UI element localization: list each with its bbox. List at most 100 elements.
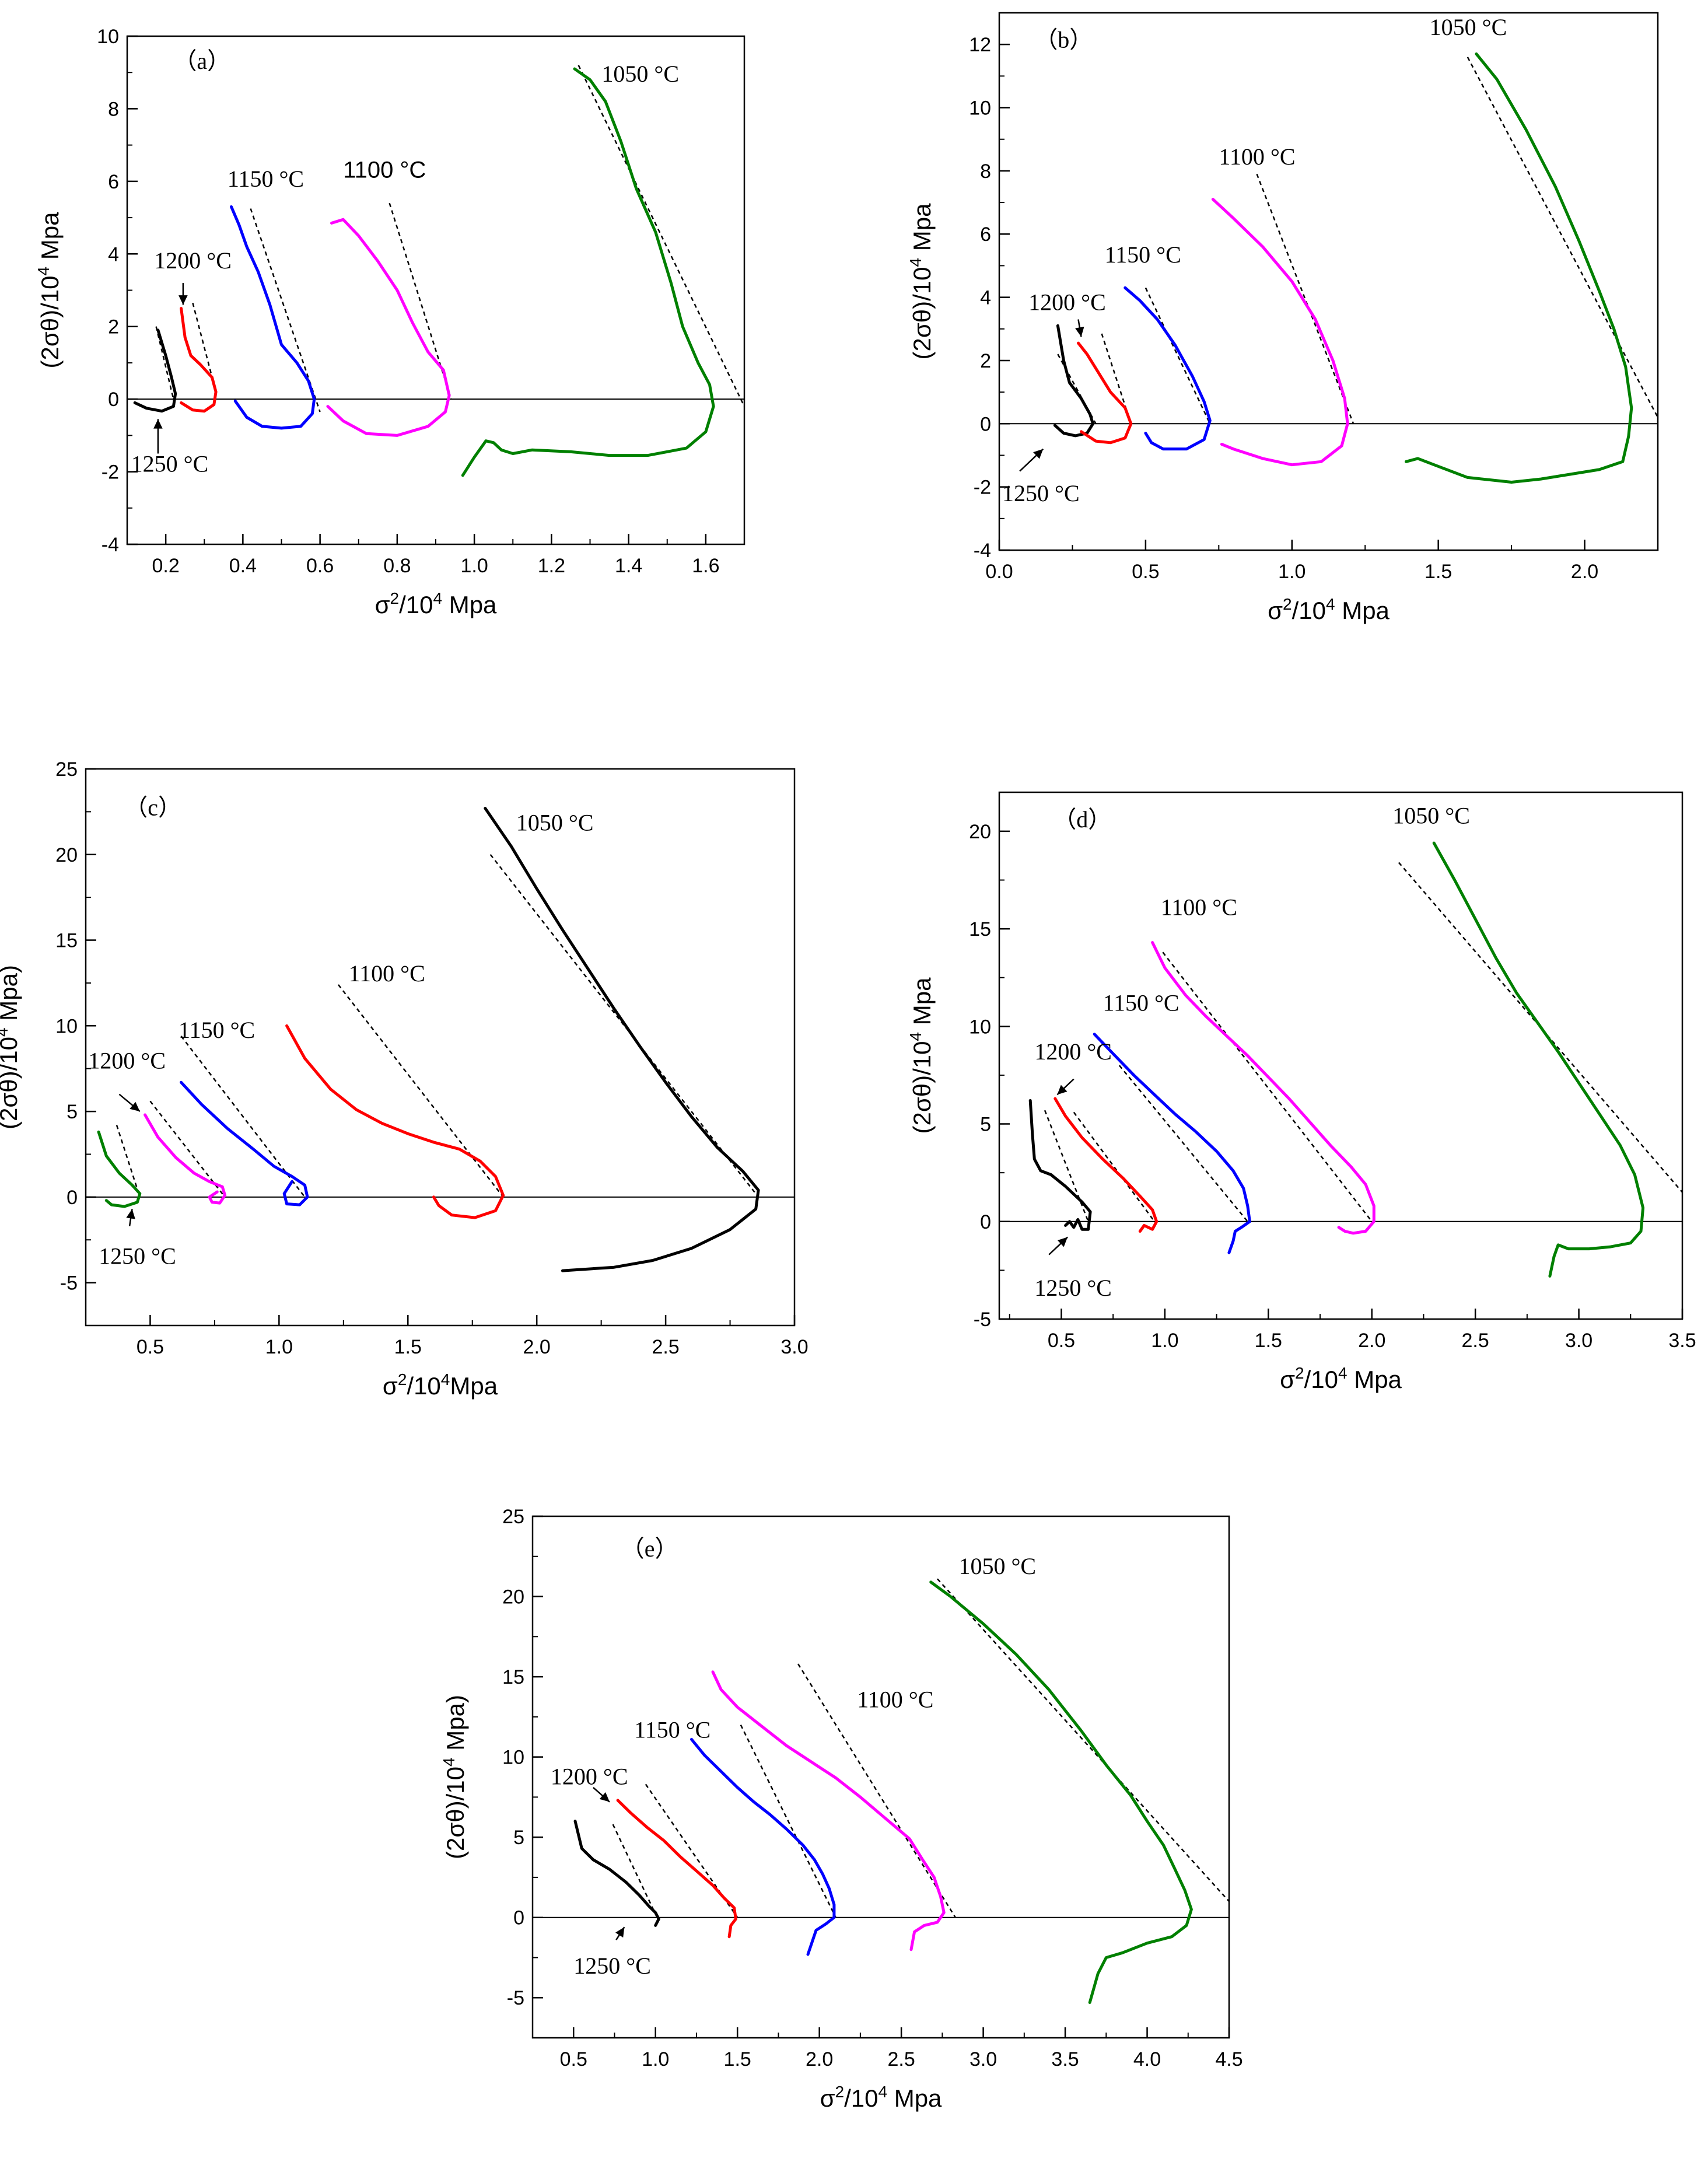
series-line-1250cc [1053,324,1095,438]
panel-label: （d） [1053,806,1111,833]
temperature-label-1050cc: 1050 °C [516,810,594,836]
temperature-label-1200cc: 1200 °C [1028,289,1106,315]
x-tick-label: 0.6 [306,555,334,577]
tangent-dashed-line [578,65,746,407]
plot-frame [126,35,746,545]
y-axis-title: (2σθ)/104 Mpa [907,203,936,360]
series-line-1200cc [1077,341,1133,445]
x-tick-label: 1.0 [460,555,488,577]
temperature-label-1100cc: 1100 °C [1161,894,1237,921]
x-tick-label: 1.5 [724,2048,751,2070]
y-tick-label: 6 [108,171,119,193]
temperature-label-1050cc: 1050 °C [601,61,679,87]
pointer-arrow-head [1033,449,1044,459]
panel-b: 0.0 0.5 1.0 1.5 2.0 -4 -2 0 2 4 6 8 10 12 σ2/104 Mpa (2… [907,12,1659,624]
x-tick-label: 2.5 [652,1336,679,1358]
y-axis-title: (2σθ)/104 Mpa [34,212,64,369]
y-tick-label: 2 [980,350,991,372]
tangent-dashed-line [1162,952,1373,1222]
x-tick-label: 2.0 [806,2048,833,2070]
series-line-1250cc [133,328,177,413]
series-line-1200cc [180,307,218,413]
temperature-label-1050cc: 1050 °C [1430,14,1507,40]
plot-frame [998,791,1684,1320]
y-tick-label: 20 [502,1586,524,1608]
y-tick-label: 12 [969,34,991,56]
series-line-1250cc [573,1820,660,1927]
temperature-label-1250cc: 1250 °C [131,451,209,477]
pointer-arrow-head [178,295,188,305]
y-tick-label: 2 [108,316,119,338]
x-tick-label: 0.5 [560,2048,587,2070]
tangent-dashed-line [936,1578,1230,1902]
temperature-label-1200cc: 1200 °C [1034,1038,1112,1065]
temperature-label-1050cc: 1050 °C [958,1553,1036,1579]
series-line-1150cc [230,205,316,430]
y-tick-label: 8 [108,98,119,120]
pointer-arrow-head [153,419,163,429]
tangent-dashed-line [1144,287,1211,424]
y-tick-label: 0 [980,413,991,435]
panel-label: （c） [124,794,181,820]
x-tick-label: 0.5 [1048,1330,1075,1352]
tangent-dashed-line [1118,1065,1248,1222]
x-tick-label: 0.5 [1132,561,1159,583]
series-line-1050cc [1432,841,1645,1278]
y-tick-label: 15 [969,918,991,940]
pointer-arrow-head [1057,1085,1068,1095]
x-tick-label: 3.0 [780,1336,808,1358]
x-axis-title: σ2/104 Mpa [1268,595,1390,624]
x-tick-label: 0.8 [383,555,411,577]
temperature-label-1150cc: 1150 °C [634,1717,710,1743]
y-tick-label: -5 [507,1987,524,2009]
tangent-dashed-line [1256,173,1354,424]
x-tick-label: 1.4 [615,555,642,577]
temperature-label-1100cc: 1100 °C [1219,144,1295,170]
tangent-dashed-line [612,1824,658,1918]
tangent-dashed-line [1466,57,1659,418]
x-tick-label: 2.5 [1462,1330,1489,1352]
tangent-dashed-line [337,984,504,1198]
x-tick-label: 1.5 [394,1336,422,1358]
series-line-1150cc [180,1080,309,1206]
y-tick-label: -5 [974,1309,991,1331]
series-line-1250cc [1028,1099,1092,1231]
y-tick-label: 5 [980,1114,991,1136]
x-axis-title: σ2/104 Mpa [1280,1364,1402,1393]
x-tick-label: 3.5 [1668,1330,1696,1352]
temperature-label-1200cc: 1200 °C [154,247,232,274]
x-tick-label: 0.4 [229,555,257,577]
y-tick-label: -5 [60,1272,78,1295]
y-tick-label: -2 [974,477,991,499]
x-tick-label: 3.5 [1051,2048,1079,2070]
plot-frame [85,768,796,1327]
series-line-1200cc [616,1799,737,1939]
x-tick-label: 1.0 [1151,1330,1178,1352]
y-tick-label: -4 [102,534,119,556]
temperature-label-1250cc: 1250 °C [99,1243,176,1269]
pointer-arrow-head [1057,1237,1068,1247]
temperature-label-1100cc: 1100 °C [349,960,425,987]
y-tick-label: 10 [97,26,119,48]
y-tick-label: 15 [55,930,78,952]
series-line-1100cc [285,1024,505,1219]
series-line-1150cc [1124,286,1212,451]
temperature-label-1150cc: 1150 °C [1102,990,1179,1016]
y-tick-label: 6 [980,223,991,246]
x-tick-label: 0.0 [985,561,1013,583]
x-axis-title: σ2/104 Mpa [375,589,497,618]
x-axis-title: σ2/104 Mpa [820,2083,942,2112]
tangent-dashed-line [116,1125,141,1198]
pointer-arrow-head [599,1792,610,1802]
tangent-dashed-line [149,1100,226,1198]
x-tick-label: 1.0 [642,2048,669,2070]
tangent-dashed-line [388,202,452,400]
pointer-arrow-head [130,1101,140,1112]
y-tick-label: -4 [974,540,991,562]
x-tick-label: 3.0 [1565,1330,1592,1352]
panel-d: 0.5 1.0 1.5 2.0 2.5 3.0 3.5 -5 0 5 10 15 20 σ2/104 Mp… [907,791,1696,1393]
x-tick-label: 1.5 [1255,1330,1282,1352]
x-tick-label: 1.0 [265,1336,293,1358]
series-line-1100cc [326,218,451,437]
